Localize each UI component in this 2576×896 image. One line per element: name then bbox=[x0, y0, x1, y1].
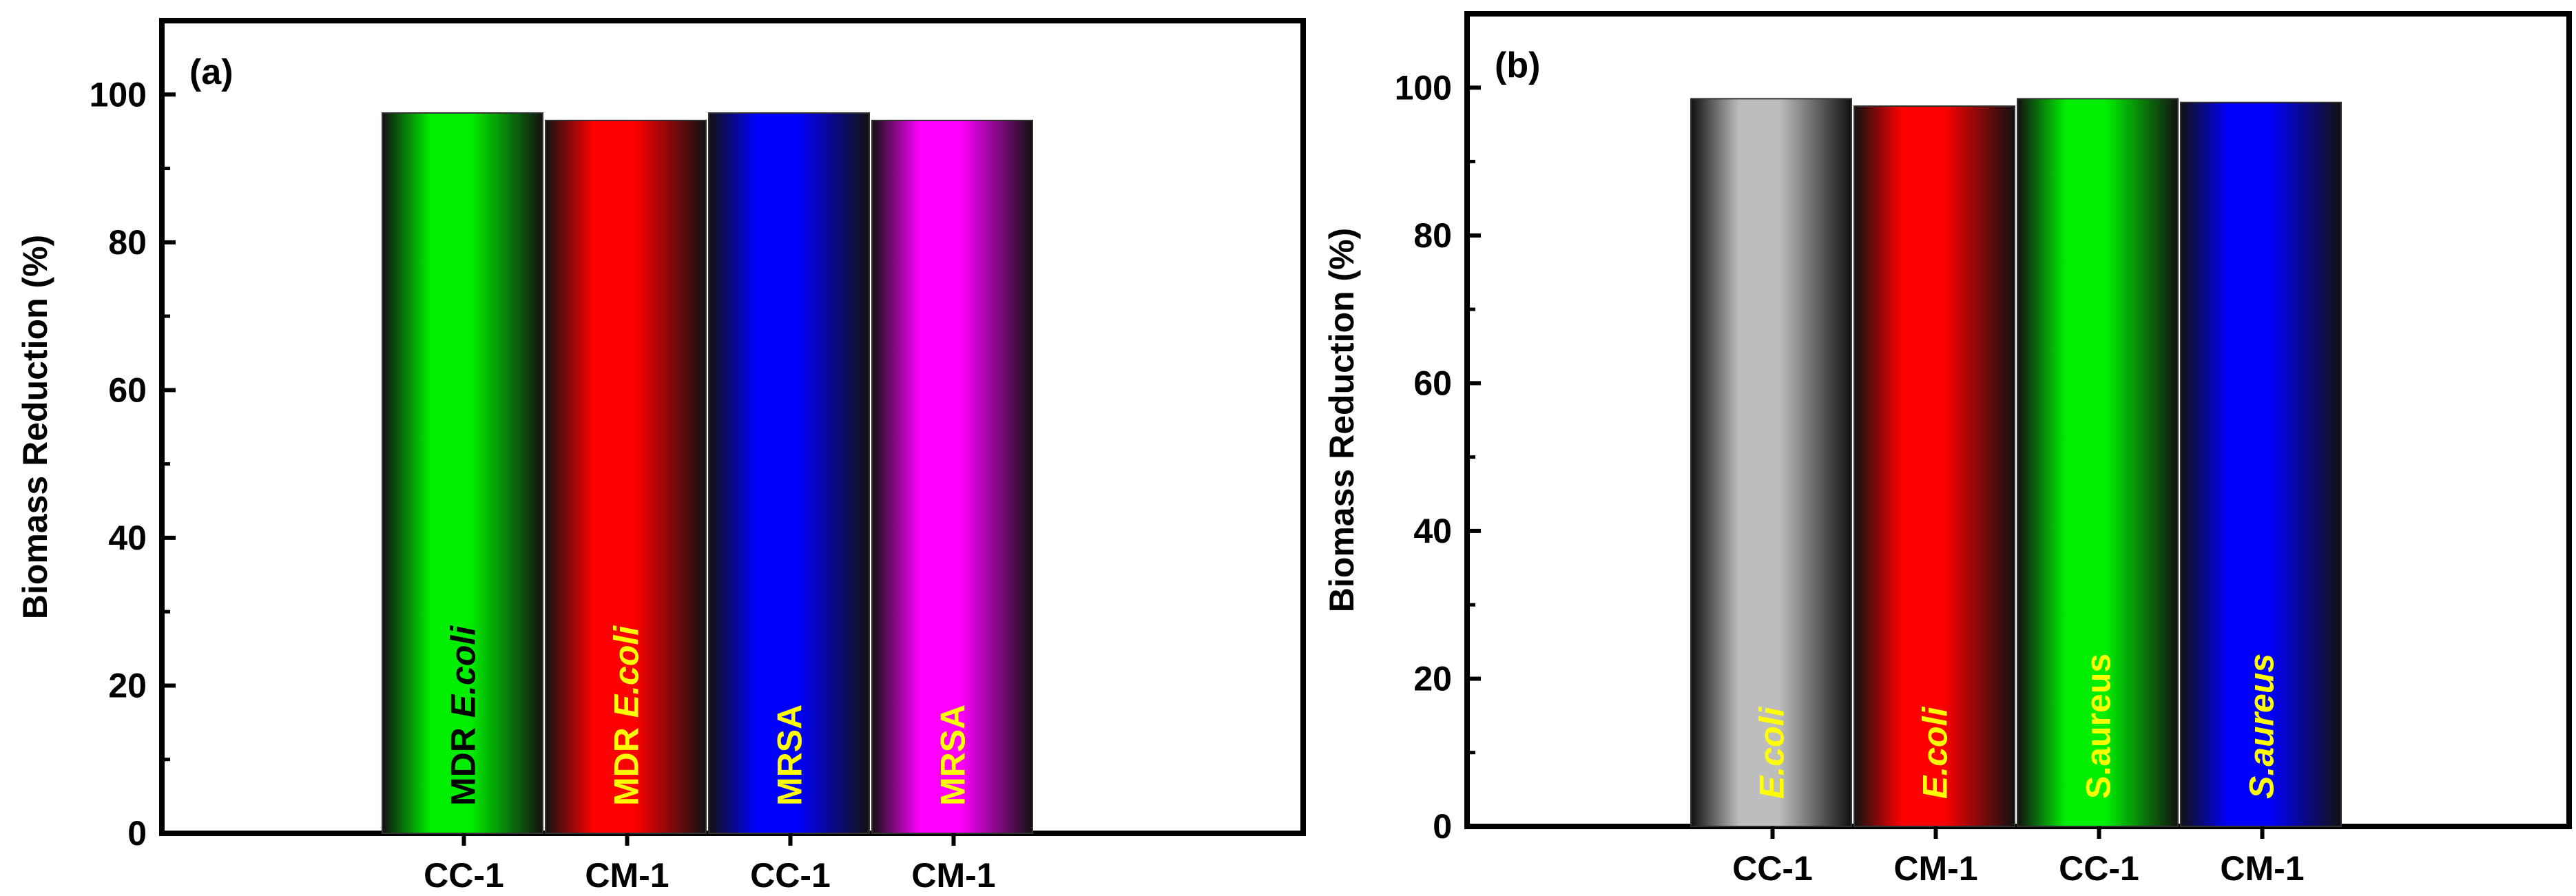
y-tick-label: 100 bbox=[1395, 68, 1452, 107]
x-tick-label: CC-1 bbox=[424, 856, 504, 895]
bar-label: MDR E.coli bbox=[444, 625, 483, 806]
bar-label: MDR E.coli bbox=[607, 625, 646, 806]
bar-label-text: MDR bbox=[444, 718, 483, 806]
x-tick-label: CM-1 bbox=[585, 856, 669, 895]
bar bbox=[871, 119, 1033, 834]
bar-label: E.coli bbox=[1753, 707, 1791, 799]
bar-label: S.aureus bbox=[2079, 654, 2118, 799]
bar-label-italic: E.coli bbox=[444, 625, 483, 718]
y-axis-label: Biomass Reduction (%) bbox=[16, 235, 54, 619]
bar-label-italic: E.coli bbox=[607, 625, 646, 718]
x-tick-label: CC-1 bbox=[750, 856, 831, 895]
bar bbox=[2017, 98, 2179, 827]
y-tick-label: 0 bbox=[127, 814, 147, 853]
y-tick-label: 100 bbox=[90, 75, 147, 114]
y-tick-label: 40 bbox=[108, 519, 147, 557]
bar bbox=[382, 112, 543, 834]
bar-label-italic: E.coli bbox=[1753, 707, 1791, 799]
y-tick-label: 80 bbox=[1413, 216, 1452, 255]
bar bbox=[1853, 105, 2015, 827]
bar bbox=[545, 119, 707, 834]
bar bbox=[1690, 98, 1852, 827]
bar-label-italic: S.aureus bbox=[2243, 654, 2281, 799]
panel-label: (a) bbox=[189, 52, 233, 92]
x-tick-label: CM-1 bbox=[1893, 849, 1977, 888]
x-tick-label: CC-1 bbox=[1732, 849, 1813, 888]
y-tick-label: 20 bbox=[1413, 659, 1452, 698]
y-tick-label: 60 bbox=[108, 371, 147, 409]
bar-label: S.aureus bbox=[2243, 654, 2281, 799]
chart-panel-b: (b) Biomass Reduction (%) 0 20 40 60 80 100 E… bbox=[1322, 11, 2572, 888]
y-tick-label: 20 bbox=[108, 666, 147, 705]
bar-label-italic: E.coli bbox=[1916, 707, 1955, 799]
y-tick-label: 40 bbox=[1413, 512, 1452, 550]
y-axis-label: Biomass Reduction (%) bbox=[1322, 228, 1361, 612]
bar-label-text: MRSA bbox=[934, 705, 973, 806]
bar bbox=[708, 112, 870, 834]
bar bbox=[2180, 101, 2342, 827]
bar-label-text: S.aureus bbox=[2079, 654, 2118, 799]
bar-label: E.coli bbox=[1916, 707, 1955, 799]
y-tick-label: 60 bbox=[1413, 364, 1452, 402]
bar-label: MRSA bbox=[934, 705, 973, 806]
x-tick-label: CM-1 bbox=[2220, 849, 2304, 888]
y-tick-label: 0 bbox=[1433, 807, 1452, 846]
chart-panel-a: (a) Biomass Reduction (%) 0 20 40 60 80 100 M… bbox=[16, 18, 1306, 895]
panel-label: (b) bbox=[1495, 45, 1540, 85]
bar-label-text: MRSA bbox=[771, 705, 809, 806]
y-tick-label: 80 bbox=[108, 223, 147, 262]
bar-label-text: MDR bbox=[607, 718, 646, 806]
x-tick-label: CC-1 bbox=[2059, 849, 2139, 888]
x-tick-label: CM-1 bbox=[911, 856, 995, 895]
bar-label: MRSA bbox=[771, 705, 809, 806]
